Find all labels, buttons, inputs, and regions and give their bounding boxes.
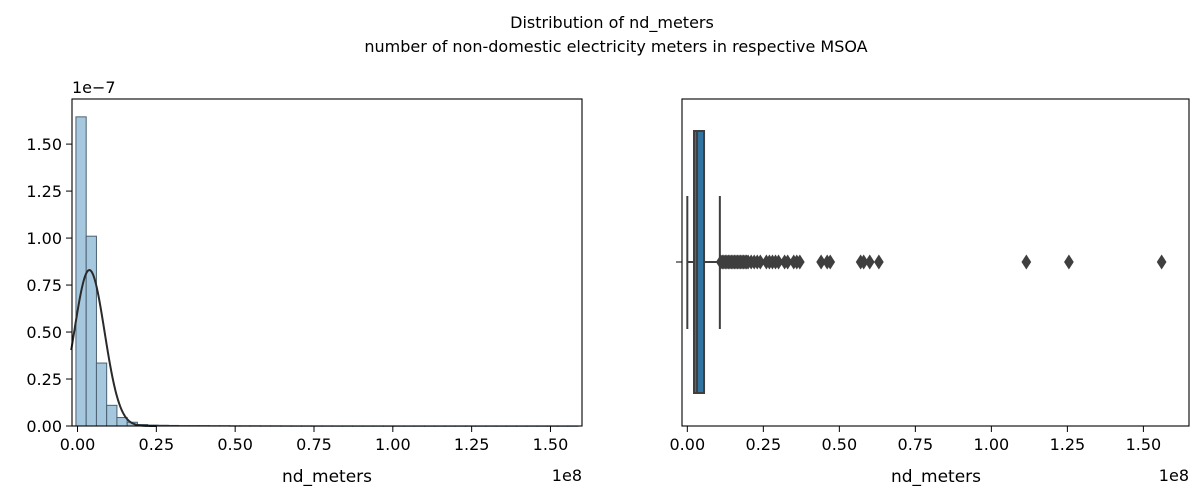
histogram-x-offset-label: 1e8 bbox=[552, 466, 582, 485]
boxplot-outlier-point bbox=[794, 254, 805, 270]
histogram-bar bbox=[85, 235, 97, 427]
histogram-x-axis-label: nd_meters bbox=[282, 467, 372, 487]
histogram-x-tick-label: 0.25 bbox=[139, 435, 175, 454]
histogram-y-tick-label: 1.25 bbox=[26, 182, 62, 201]
histogram-axes-frame bbox=[71, 98, 583, 427]
boxplot-outlier-point bbox=[1064, 254, 1074, 270]
histogram-bars bbox=[75, 116, 579, 427]
boxplot-x-tick-label: 1.25 bbox=[1050, 435, 1086, 454]
figure-subtitle: number of non-domestic electricity meter… bbox=[364, 37, 867, 56]
histogram-x-tick-label: 1.50 bbox=[533, 435, 569, 454]
boxplot-outlier-point bbox=[864, 254, 875, 270]
boxplot-outlier-point bbox=[825, 254, 836, 270]
boxplot-outlier-point bbox=[1021, 254, 1032, 270]
histogram-y-ticks: 0.00 0.25 0.50 0.75 1.00 1.25 1.50 bbox=[26, 135, 72, 436]
histogram-y-offset-label: 1e−7 bbox=[72, 78, 116, 97]
histogram-y-tick-label: 0.50 bbox=[26, 323, 62, 342]
boxplot-x-tick-label: 0.75 bbox=[898, 435, 934, 454]
histogram-y-tick-label: 0.00 bbox=[26, 417, 62, 436]
boxplot-outliers bbox=[715, 254, 1167, 270]
histogram-x-tick-label: 1.00 bbox=[375, 435, 411, 454]
histogram-bar bbox=[106, 404, 118, 427]
histogram-y-tick-label: 0.75 bbox=[26, 276, 62, 295]
boxplot-outlier-point bbox=[1156, 254, 1167, 270]
boxplot-chart: 0.00 0.25 0.50 0.75 1.00 1.25 1.50 1e8 nd_mete… bbox=[670, 98, 1190, 487]
histogram-chart: 0.00 0.25 0.50 0.75 1.00 1.25 1.50 0.00 0.25 0.5… bbox=[26, 78, 583, 487]
boxplot-x-ticks: 0.00 0.25 0.50 0.75 1.00 1.25 1.50 bbox=[670, 426, 1162, 454]
histogram-y-tick-label: 1.50 bbox=[26, 135, 62, 154]
boxplot-box bbox=[693, 130, 706, 394]
histogram-x-ticks: 0.00 0.25 0.50 0.75 1.00 1.25 1.50 bbox=[60, 426, 569, 454]
histogram-bar bbox=[95, 362, 108, 427]
histogram-x-tick-label: 0.00 bbox=[60, 435, 96, 454]
boxplot-x-tick-label: 0.25 bbox=[746, 435, 782, 454]
boxplot-x-tick-label: 0.00 bbox=[670, 435, 706, 454]
histogram-bar bbox=[75, 116, 87, 427]
boxplot-x-tick-label: 1.50 bbox=[1126, 435, 1162, 454]
boxplot-x-offset-label: 1e8 bbox=[1159, 466, 1189, 485]
histogram-x-tick-label: 0.50 bbox=[217, 435, 253, 454]
boxplot-x-tick-label: 0.50 bbox=[822, 435, 858, 454]
histogram-x-tick-label: 0.75 bbox=[296, 435, 332, 454]
figure-title: Distribution of nd_meters bbox=[510, 13, 714, 33]
histogram-y-tick-label: 0.25 bbox=[26, 370, 62, 389]
boxplot-x-axis-label: nd_meters bbox=[891, 467, 981, 487]
boxplot-outlier-point bbox=[874, 254, 884, 270]
boxplot-x-tick-label: 1.00 bbox=[974, 435, 1010, 454]
histogram-y-tick-label: 1.00 bbox=[26, 229, 62, 248]
histogram-x-tick-label: 1.25 bbox=[454, 435, 490, 454]
boxplot-body bbox=[686, 130, 721, 394]
boxplot-axes-frame bbox=[681, 98, 1190, 427]
